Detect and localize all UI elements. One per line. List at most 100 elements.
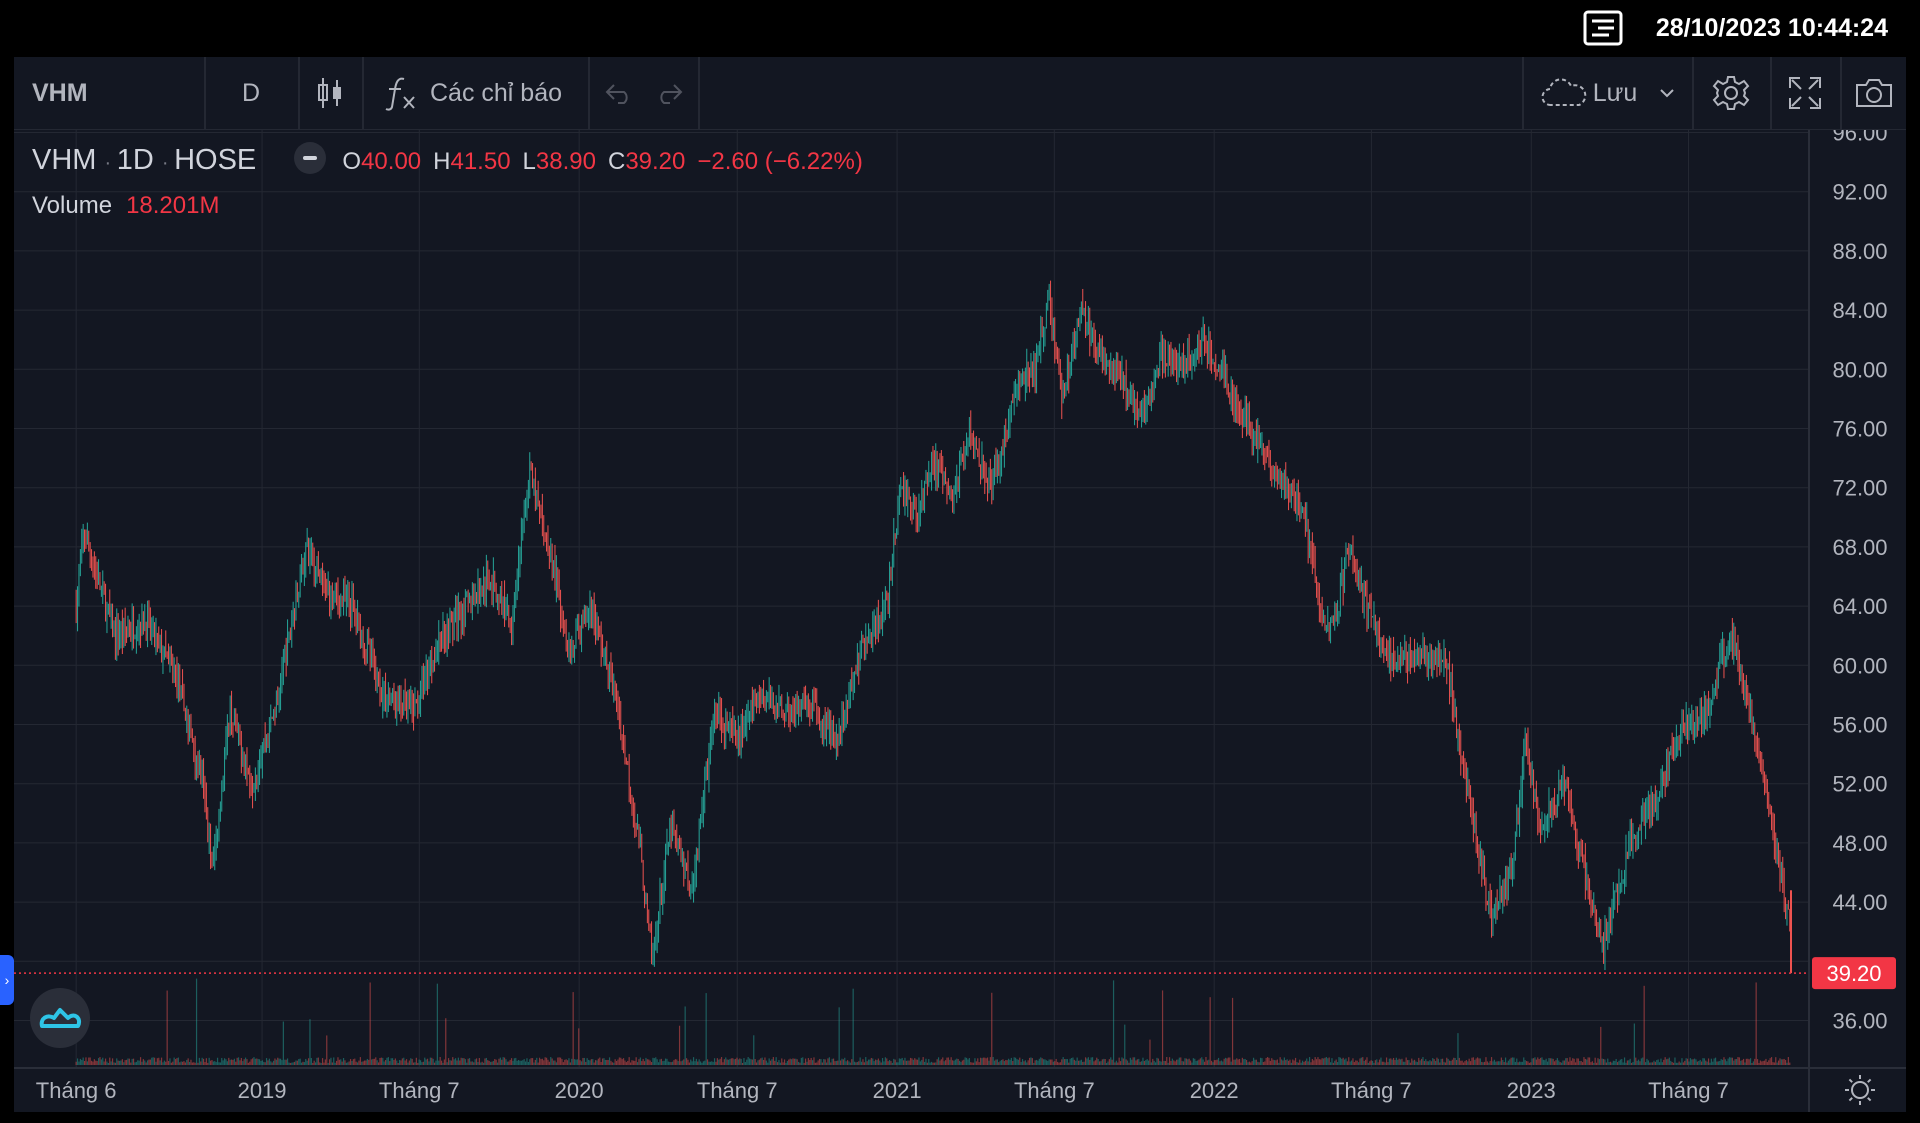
volume-bar [629, 1062, 632, 1065]
volume-bar [1201, 1057, 1203, 1065]
volume-bar [1474, 1059, 1476, 1065]
volume-bar [601, 1058, 604, 1065]
volume-bar [277, 1057, 279, 1065]
chevron-right-icon[interactable]: › [0, 955, 14, 1005]
volume-bar [358, 1060, 360, 1065]
volume-bar [1119, 1061, 1122, 1065]
time-axis-settings-button[interactable] [1845, 1075, 1875, 1105]
volume-bar [298, 1059, 300, 1065]
interval-button[interactable]: D [241, 78, 261, 107]
volume-bar [650, 1062, 653, 1065]
volume-bar [674, 1059, 676, 1065]
volume-bar [148, 1059, 150, 1065]
volume-bar [317, 1057, 319, 1065]
time-axis[interactable]: Tháng 6 2019 Tháng 7 2020 Tháng 7 2021 Tháng 7… [36, 1078, 1729, 1103]
volume-bar [838, 1007, 840, 1065]
volume-bar [828, 1057, 830, 1065]
close-label: C [607, 148, 626, 175]
volume-bar [1769, 1058, 1771, 1065]
price-tick-label: 80.00 [1832, 357, 1887, 382]
settings-button[interactable] [1694, 57, 1768, 129]
volume-bar [282, 1021, 284, 1065]
snapshot-button[interactable] [1842, 57, 1906, 129]
volume-bar [167, 1061, 170, 1065]
high-label: H [433, 148, 451, 175]
volume-bar [457, 1057, 459, 1065]
volume-bar [846, 1060, 849, 1065]
volume-bar [1422, 1057, 1424, 1065]
fullscreen-button[interactable] [1772, 57, 1838, 129]
tradingview-logo-icon[interactable] [30, 988, 90, 1048]
volume-bar [1070, 1058, 1073, 1065]
legend-symbol[interactable]: VHM [32, 144, 97, 176]
price-chart[interactable]: 36.00 44.00 48.00 52.00 56.00 60.00 64.00 68.00… [14, 130, 1906, 1112]
volume-bar [362, 1061, 364, 1065]
volume-bar [1069, 1058, 1071, 1065]
volume-bar [370, 1059, 373, 1065]
volume-bar [1665, 1059, 1668, 1065]
volume-bar [1765, 1058, 1767, 1065]
list-icon[interactable] [1583, 10, 1623, 46]
volume-bar [1506, 1062, 1508, 1065]
gear-icon [1712, 76, 1750, 110]
volume-bar [120, 1060, 122, 1065]
symbol-search-button[interactable]: VHM [32, 78, 88, 107]
low-value: 38.90 [535, 148, 596, 175]
chart-type-button[interactable] [300, 57, 360, 129]
volume-bar [1717, 1061, 1719, 1065]
volume-bar [1173, 1060, 1175, 1065]
volume-bar [1615, 1058, 1617, 1065]
redo-button[interactable] [644, 57, 694, 129]
volume-bar [130, 1062, 132, 1065]
volume-bar [1560, 1062, 1563, 1065]
volume-bar [964, 1057, 966, 1065]
volume-bar [726, 1059, 728, 1065]
volume-bar [1503, 1061, 1505, 1065]
volume-bar [1140, 1061, 1143, 1065]
volume-bar [711, 1061, 713, 1065]
volume-bar [1453, 1057, 1455, 1065]
volume-bar [746, 1059, 748, 1065]
volume-bar [1167, 1062, 1169, 1065]
save-button[interactable]: Lưu [1528, 57, 1688, 129]
volume-bar [586, 1058, 588, 1065]
volume-bar [940, 1059, 942, 1065]
volume-bar [1219, 1061, 1221, 1065]
volume-bar [1061, 1059, 1063, 1065]
volume-bar [1385, 1057, 1388, 1065]
volume-bar [761, 1057, 763, 1065]
volume-bar [384, 1060, 387, 1065]
volume-bar [1388, 1058, 1390, 1065]
volume-bar [636, 1062, 639, 1065]
volume-bar [1566, 1058, 1568, 1065]
volume-bar [891, 1062, 893, 1065]
price-axis[interactable]: 36.00 44.00 48.00 52.00 56.00 60.00 64.00 68.00… [1832, 130, 1887, 1034]
volume-bar [1768, 1060, 1770, 1065]
volume-bar [1304, 1060, 1306, 1065]
undo-button[interactable] [594, 57, 644, 129]
hide-legend-button[interactable] [294, 142, 327, 175]
volume-bar [1556, 1058, 1558, 1065]
volume-bar [603, 1058, 605, 1065]
volume-bar [617, 1059, 619, 1065]
volume-bar [1415, 1061, 1417, 1065]
volume-bar [1709, 1062, 1711, 1065]
volume-bar [1259, 1057, 1262, 1065]
volume-bar [730, 1058, 732, 1065]
volume-bar [1434, 1060, 1437, 1065]
volume-bar [342, 1057, 345, 1065]
time-tick-label: Tháng 7 [697, 1078, 778, 1103]
volume-bar [1349, 1061, 1351, 1065]
toolbar-divider [298, 57, 300, 129]
volume-bar [1584, 1058, 1586, 1065]
volume-bar [1336, 1062, 1339, 1065]
volume-bar [853, 1061, 856, 1065]
volume-bar [173, 1057, 175, 1065]
volume-bar [676, 1059, 678, 1065]
time-tick-label: Tháng 7 [1648, 1078, 1729, 1103]
indicators-button[interactable]: Các chỉ báo [366, 57, 586, 129]
volume-bar [1063, 1059, 1066, 1065]
volume-bar [923, 1061, 926, 1065]
volume-bar [718, 1059, 720, 1065]
volume-bar [1763, 1060, 1766, 1065]
